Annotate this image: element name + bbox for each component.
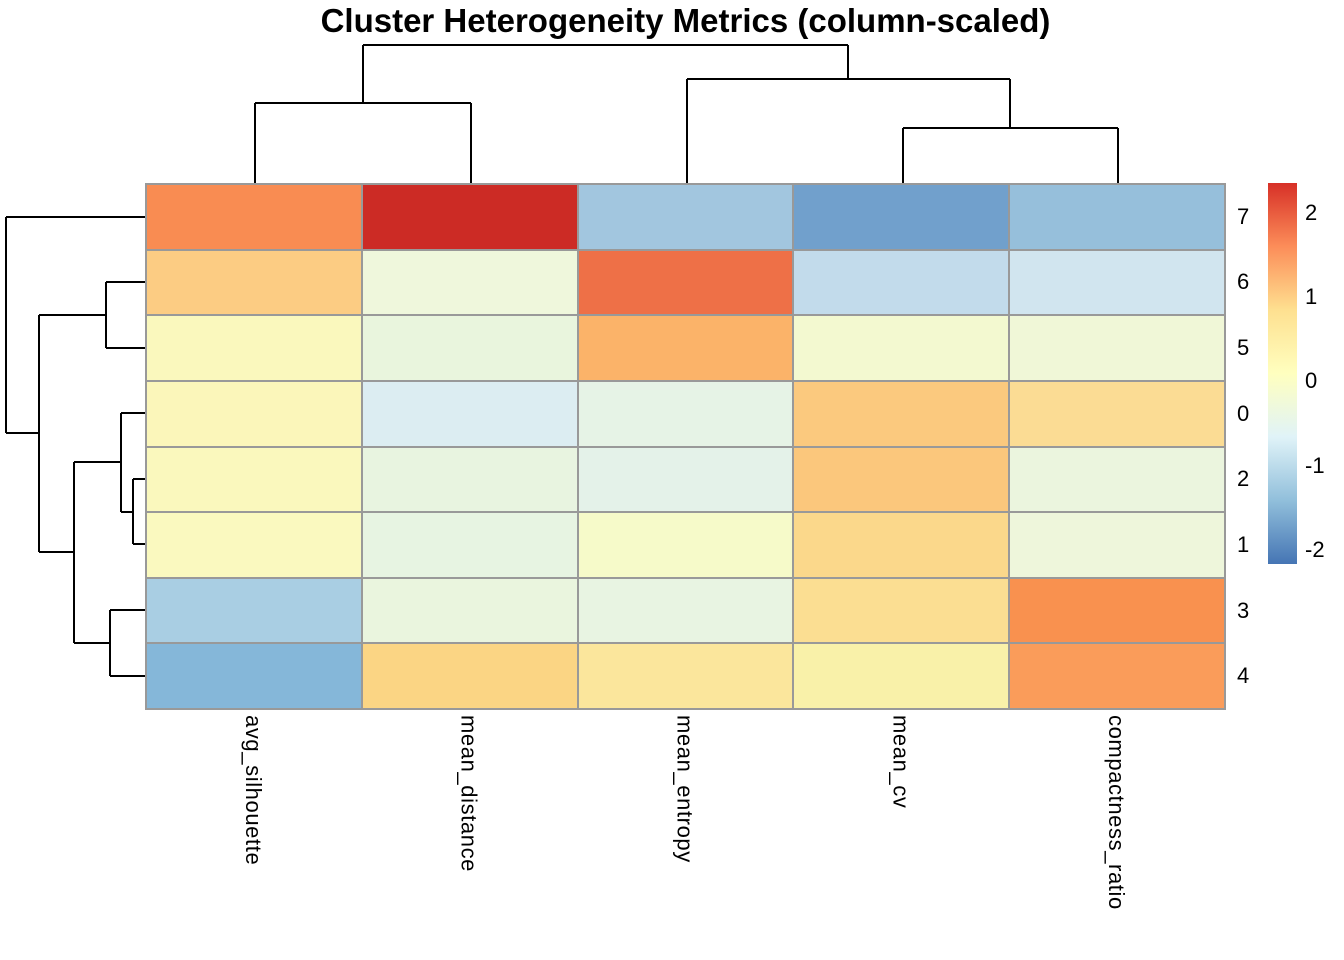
heatmap-cell-r1-avg_silhouette: [146, 512, 362, 578]
heatmap-cell-r0-mean_distance: [361, 380, 578, 447]
heatmap-cell-r3-mean_entropy: [577, 577, 794, 644]
heatmap-cell-r6-mean_entropy: [577, 249, 794, 316]
heatmap-cell-r5-mean_distance: [361, 315, 578, 381]
heatmap-cell-r2-mean_entropy: [577, 446, 794, 513]
colorbar-tick-2: 2: [1305, 200, 1318, 225]
column-label-avg_silhouette: avg_silhouette: [240, 715, 266, 866]
column-label-mean_cv: mean_cv: [888, 715, 914, 809]
column-dendrogram: [254, 44, 1119, 185]
colorbar-tick-0: 0: [1305, 368, 1318, 393]
row-dendrogram: [5, 216, 146, 677]
heatmap-cell-r6-mean_distance: [361, 249, 578, 316]
colorbar-tick--1: -1: [1305, 453, 1325, 478]
heatmap-cell-r1-mean_distance: [361, 512, 578, 578]
row-label-1: 1: [1237, 531, 1250, 557]
colorbar: [1268, 183, 1297, 564]
colorbar-tick--2: -2: [1305, 537, 1325, 562]
heatmap-cell-r1-mean_cv: [793, 512, 1010, 578]
heatmap-cell-r7-avg_silhouette: [146, 184, 362, 250]
row-label-3: 3: [1237, 597, 1250, 623]
heatmap-cell-r3-mean_cv: [793, 577, 1010, 644]
row-label-4: 4: [1237, 663, 1250, 689]
heatmap-cell-r7-mean_entropy: [577, 184, 794, 250]
heatmap-cell-r6-avg_silhouette: [146, 249, 362, 316]
heatmap-cell-r1-compactness_ratio: [1009, 512, 1225, 578]
heatmap-cell-r4-mean_entropy: [577, 643, 794, 709]
heatmap-cell-r7-mean_cv: [793, 184, 1010, 250]
heatmap-grid: [145, 183, 1226, 710]
heatmap-cell-r2-mean_distance: [361, 446, 578, 513]
heatmap-cell-r3-compactness_ratio: [1009, 577, 1225, 644]
heatmap-cell-r3-mean_distance: [361, 577, 578, 644]
heatmap-cell-r6-mean_cv: [793, 249, 1010, 316]
heatmap-cell-r4-avg_silhouette: [146, 643, 362, 709]
heatmap-cell-r0-compactness_ratio: [1009, 380, 1225, 447]
heatmap-cell-r5-compactness_ratio: [1009, 315, 1225, 381]
colorbar-tick-1: 1: [1305, 284, 1318, 309]
chart-title: Cluster Heterogeneity Metrics (column-sc…: [320, 2, 1051, 39]
column-label-mean_distance: mean_distance: [456, 715, 482, 873]
heatmap-cell-r5-mean_entropy: [577, 315, 794, 381]
heatmap-cell-r0-avg_silhouette: [146, 380, 362, 447]
heatmap-cell-r2-compactness_ratio: [1009, 446, 1225, 513]
row-label-5: 5: [1237, 335, 1250, 361]
heatmap-cell-r5-avg_silhouette: [146, 315, 362, 381]
heatmap-cell-r6-compactness_ratio: [1009, 249, 1225, 316]
heatmap-cell-r3-avg_silhouette: [146, 577, 362, 644]
column-label-compactness_ratio: compactness_ratio: [1104, 715, 1130, 910]
row-label-7: 7: [1237, 203, 1250, 229]
heatmap-cell-r5-mean_cv: [793, 315, 1010, 381]
heatmap-cell-r2-mean_cv: [793, 446, 1010, 513]
row-label-0: 0: [1237, 400, 1250, 426]
row-label-6: 6: [1237, 269, 1250, 295]
heatmap-cell-r1-mean_entropy: [577, 512, 794, 578]
heatmap-cell-r7-compactness_ratio: [1009, 184, 1225, 250]
heatmap-cell-r7-mean_distance: [361, 184, 578, 250]
column-label-mean_entropy: mean_entropy: [672, 715, 698, 863]
heatmap-cell-r0-mean_cv: [793, 380, 1010, 447]
heatmap-cell-r0-mean_entropy: [577, 380, 794, 447]
row-label-2: 2: [1237, 466, 1250, 492]
heatmap-cell-r2-avg_silhouette: [146, 446, 362, 513]
heatmap-cell-r4-compactness_ratio: [1009, 643, 1225, 709]
heatmap-cell-r4-mean_cv: [793, 643, 1010, 709]
heatmap-cell-r4-mean_distance: [361, 643, 578, 709]
